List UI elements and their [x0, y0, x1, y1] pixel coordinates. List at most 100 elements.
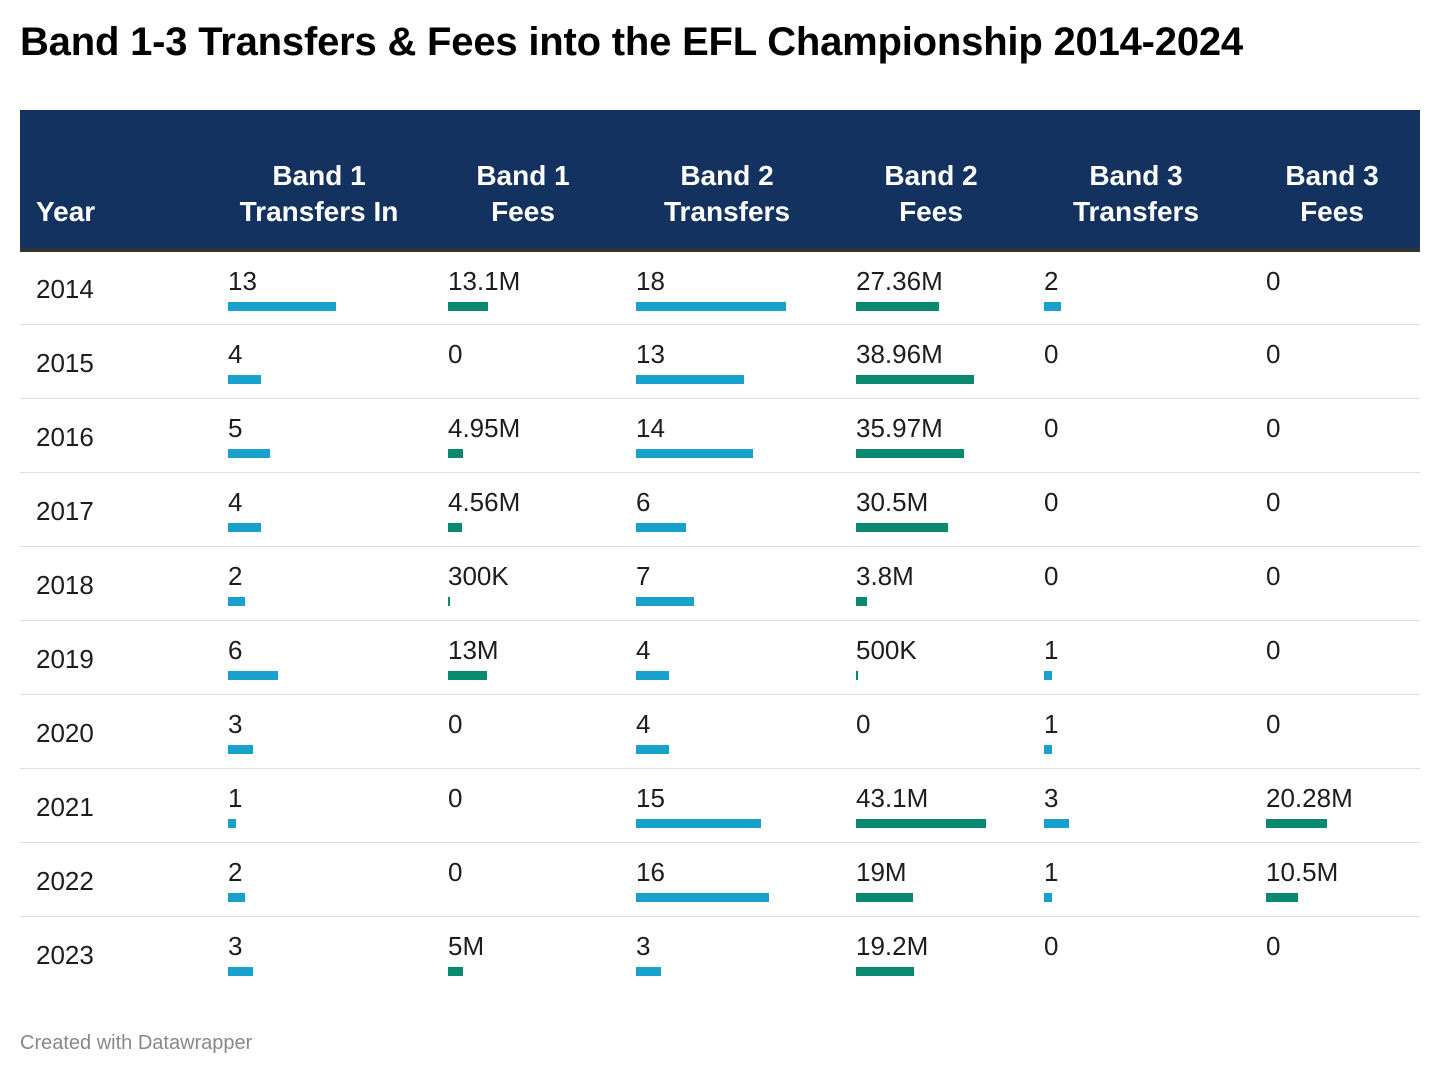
cell-b1-transfers: 3	[212, 694, 426, 769]
cell-b2-transfers: 18	[620, 250, 834, 325]
fees-bar	[448, 448, 463, 458]
cell-b2-transfers: 14	[620, 398, 834, 473]
cell-value: 0	[448, 782, 463, 813]
cell-b3-fees: 20.28M	[1244, 768, 1420, 843]
cell-value: 1	[228, 782, 243, 813]
cell-b3-fees: 0	[1244, 694, 1420, 769]
cell-value: 500K	[856, 634, 917, 665]
header-b3-transfers[interactable]: Band 3 Transfers	[1028, 110, 1244, 252]
transfers-bar	[636, 744, 669, 754]
cell-value: 16	[636, 856, 665, 887]
transfers-bar	[1044, 818, 1069, 828]
header-b1-fees[interactable]: Band 1 Fees	[426, 110, 620, 252]
cell-value: 2	[228, 560, 243, 591]
cell-value: 20.28M	[1266, 782, 1353, 813]
cell-value: 6	[228, 634, 243, 665]
fees-bar	[1266, 892, 1298, 902]
fees-bar	[448, 522, 462, 532]
transfers-bar	[636, 522, 686, 532]
header-b3-fees[interactable]: Band 3 Fees	[1244, 110, 1420, 252]
table-row: 2016 5 4.95M 14 35.97M 0 0	[20, 398, 1420, 473]
cell-b3-transfers: 0	[1028, 398, 1244, 473]
cell-b1-fees: 0	[426, 694, 620, 769]
transfers-bar	[1044, 744, 1052, 754]
cell-b3-transfers: 0	[1028, 916, 1244, 990]
cell-value: 0	[448, 856, 463, 887]
cell-b1-transfers: 4	[212, 324, 426, 399]
cell-b1-transfers: 2	[212, 842, 426, 917]
cell-value: 43.1M	[856, 782, 929, 813]
transfers-bar	[636, 818, 761, 828]
transfers-bar	[1044, 302, 1061, 311]
table-row: 2018 2 300K 7 3.8M 0 0	[20, 546, 1420, 621]
cell-b1-fees: 13M	[426, 620, 620, 695]
cell-b3-fees: 0	[1244, 916, 1420, 990]
table-row: 2020 3 0 4 0 1 0	[20, 694, 1420, 769]
cell-b2-fees: 3.8M	[834, 546, 1028, 621]
transfers-bar	[228, 374, 261, 384]
table-row: 2014 13 13.1M 18 27.36M 2 0	[20, 250, 1420, 325]
transfers-bar	[636, 966, 661, 976]
cell-b2-transfers: 4	[620, 694, 834, 769]
cell-value: 4	[636, 634, 651, 665]
cell-b2-transfers: 16	[620, 842, 834, 917]
cell-value: 5	[228, 412, 243, 443]
header-b1-transfers[interactable]: Band 1 Transfers In	[212, 110, 426, 252]
cell-value: 3.8M	[856, 560, 914, 591]
cell-b2-fees: 35.97M	[834, 398, 1028, 473]
cell-value: 13.1M	[448, 266, 521, 296]
datawrapper-credit[interactable]: Created with Datawrapper	[20, 1032, 253, 1054]
transfers-bar	[228, 302, 336, 311]
cell-b1-fees: 0	[426, 842, 620, 917]
cell-value: 0	[1044, 412, 1059, 443]
cell-value: 35.97M	[856, 412, 943, 443]
transfers-bar	[228, 448, 270, 458]
cell-value: 0	[448, 338, 463, 369]
transfers-bar	[228, 670, 278, 680]
table-row: 2021 1 0 15 43.1M 3 20.28M	[20, 768, 1420, 843]
cell-value: 18	[636, 266, 665, 296]
cell-b1-fees: 300K	[426, 546, 620, 621]
cell-b2-fees: 19M	[834, 842, 1028, 917]
transfers-table: Year Band 1 Transfers In Band 1 Fees Band 2…	[20, 110, 1420, 990]
table-row: 2022 2 0 16 19M 1 10.5M	[20, 842, 1420, 917]
cell-value: 4	[228, 486, 243, 517]
cell-b2-fees: 38.96M	[834, 324, 1028, 399]
cell-value: 0	[1044, 338, 1059, 369]
cell-value: 5M	[448, 930, 485, 961]
cell-year: 2016	[20, 398, 212, 473]
fees-bar	[856, 818, 986, 828]
cell-value: 0	[856, 708, 871, 739]
transfers-bar	[636, 892, 769, 902]
fees-bar	[856, 596, 867, 606]
cell-b3-transfers: 1	[1028, 694, 1244, 769]
cell-value: 30.5M	[856, 486, 929, 517]
cell-b3-fees: 0	[1244, 250, 1420, 325]
cell-value: 300K	[448, 560, 509, 591]
fees-bar	[448, 966, 463, 976]
header-b2-transfers[interactable]: Band 2 Transfers	[620, 110, 834, 252]
header-year[interactable]: Year	[20, 110, 212, 252]
cell-value: 0	[1266, 486, 1281, 517]
cell-b2-fees: 0	[834, 694, 1028, 769]
cell-value: 3	[636, 930, 651, 961]
cell-b3-transfers: 1	[1028, 842, 1244, 917]
transfers-bar	[1044, 670, 1052, 680]
cell-value: 4.95M	[448, 412, 521, 443]
cell-b2-fees: 43.1M	[834, 768, 1028, 843]
cell-b2-transfers: 7	[620, 546, 834, 621]
cell-b3-transfers: 2	[1028, 250, 1244, 325]
cell-value: 6	[636, 486, 651, 517]
transfers-bar	[636, 302, 786, 311]
cell-value: 13	[636, 338, 665, 369]
transfers-bar	[228, 818, 236, 828]
cell-b1-transfers: 3	[212, 916, 426, 990]
transfers-bar	[228, 744, 253, 754]
cell-value: 0	[1266, 560, 1281, 591]
cell-b1-transfers: 5	[212, 398, 426, 473]
cell-value: 2	[228, 856, 243, 887]
cell-b3-fees: 0	[1244, 398, 1420, 473]
header-b2-fees[interactable]: Band 2 Fees	[834, 110, 1028, 252]
cell-value: 38.96M	[856, 338, 943, 369]
cell-b3-transfers: 0	[1028, 546, 1244, 621]
